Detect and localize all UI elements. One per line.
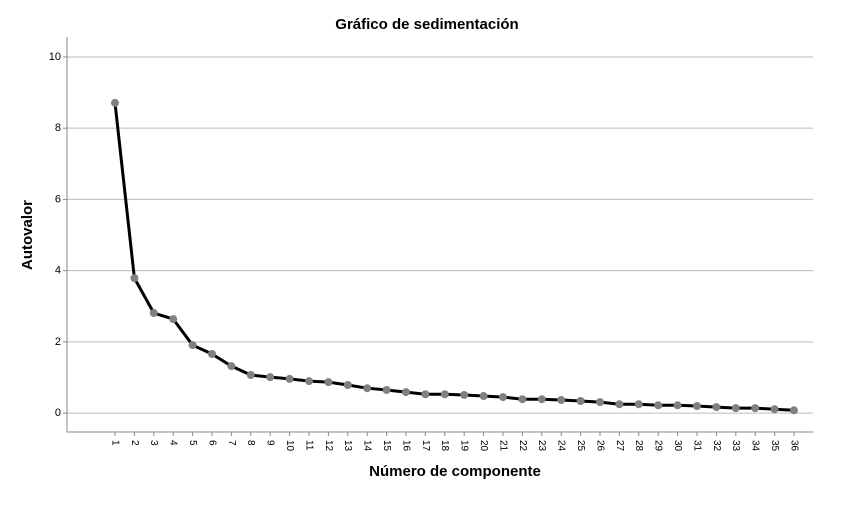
data-point: [634, 400, 643, 409]
data-point: [343, 380, 352, 389]
x-tick-label: 10: [284, 440, 295, 452]
x-tick-label: 30: [672, 440, 683, 452]
x-tick-label: 7: [226, 440, 237, 446]
data-point: [654, 401, 663, 410]
x-tick-label: 35: [769, 440, 780, 452]
data-point: [421, 390, 430, 399]
y-tick-label: 10: [49, 51, 61, 63]
x-tick-label: 15: [381, 440, 392, 452]
x-tick-label: 9: [265, 440, 276, 446]
data-point: [615, 400, 624, 409]
data-point: [227, 362, 236, 371]
data-point: [712, 403, 721, 412]
y-axis-title: Autovalor: [19, 200, 36, 270]
x-tick-label: 34: [750, 440, 761, 452]
x-tick-label: 1: [109, 440, 120, 446]
x-tick-label: 5: [187, 440, 198, 446]
data-point: [149, 309, 158, 318]
data-point: [363, 384, 372, 393]
data-point: [111, 98, 119, 107]
data-point: [305, 377, 313, 386]
x-tick-label: 32: [711, 440, 722, 452]
data-point: [499, 393, 507, 402]
data-point: [440, 390, 449, 399]
y-tick-label: 0: [55, 407, 61, 419]
x-tick-label: 18: [439, 440, 450, 452]
data-point: [266, 373, 275, 382]
x-tick-label: 28: [633, 440, 644, 452]
data-point: [130, 274, 139, 283]
y-tick-label: 4: [55, 265, 61, 277]
x-tick-label: 23: [536, 440, 547, 452]
x-tick-label: 31: [691, 440, 702, 452]
x-tick-label: 29: [653, 440, 664, 452]
data-point: [673, 401, 682, 410]
chart-title: Gráfico de sedimentación: [335, 16, 518, 33]
data-point: [208, 349, 216, 358]
data-point: [382, 385, 391, 394]
x-tick-label: 11: [303, 440, 314, 451]
y-tick-label: 2: [55, 336, 61, 348]
x-tick-label: 22: [517, 440, 528, 452]
x-tick-label: 12: [323, 440, 334, 452]
x-tick-label: 17: [420, 440, 431, 452]
x-tick-label: 14: [362, 440, 373, 452]
x-tick-label: 3: [148, 440, 159, 446]
data-point: [770, 405, 779, 414]
x-tick-label: 21: [497, 440, 508, 452]
data-point: [576, 397, 585, 406]
y-tick-label: 8: [55, 122, 61, 134]
data-point: [557, 395, 566, 404]
x-tick-label: 8: [245, 440, 256, 446]
data-point: [693, 401, 701, 410]
data-point: [188, 341, 197, 350]
x-tick-label: 24: [556, 440, 567, 452]
x-tick-label: 20: [478, 440, 489, 452]
x-tick-label: 25: [575, 440, 586, 452]
data-point: [518, 395, 527, 404]
x-tick-label: 27: [614, 440, 625, 452]
data-point: [169, 315, 178, 324]
x-tick-label: 13: [342, 440, 353, 452]
data-point: [537, 395, 546, 404]
data-point: [479, 392, 488, 401]
x-tick-label: 33: [730, 440, 741, 452]
data-point: [596, 398, 604, 407]
data-point: [246, 371, 255, 380]
x-axis-title: Número de componente: [369, 463, 541, 480]
data-point: [285, 374, 294, 383]
data-point: [460, 390, 469, 399]
x-tick-label: 2: [129, 440, 140, 446]
y-tick-label: 6: [55, 193, 61, 205]
data-point: [790, 406, 798, 415]
data-point: [751, 404, 760, 413]
x-tick-label: 36: [788, 440, 799, 452]
x-tick-label: 4: [168, 440, 179, 446]
data-point: [731, 404, 740, 413]
data-point: [402, 388, 410, 397]
x-tick-label: 19: [459, 440, 470, 452]
data-point: [324, 378, 333, 387]
x-tick-label: 26: [594, 440, 605, 452]
x-tick-label: 16: [400, 440, 411, 452]
x-tick-label: 6: [206, 440, 217, 446]
